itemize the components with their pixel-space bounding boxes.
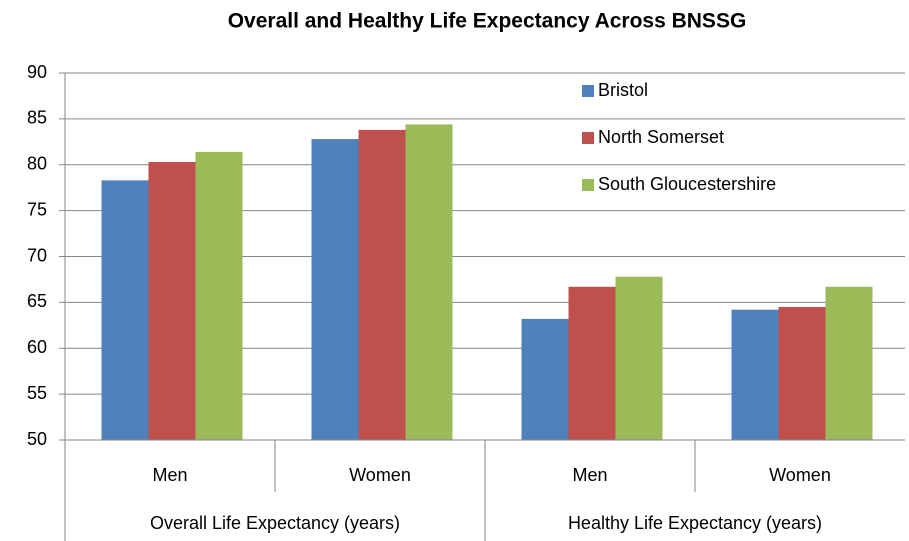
bar	[521, 318, 569, 440]
bar	[615, 276, 663, 440]
y-tick-label: 90	[27, 62, 47, 82]
x-tick-label: Women	[349, 465, 411, 485]
y-tick-label: 65	[27, 291, 47, 311]
legend-swatch	[582, 132, 594, 144]
y-tick-label: 55	[27, 383, 47, 403]
bar	[568, 286, 616, 440]
bar	[358, 129, 406, 440]
y-tick-label: 85	[27, 108, 47, 128]
x-tick-label: Men	[572, 465, 607, 485]
bar	[195, 151, 243, 440]
bar	[101, 180, 149, 440]
bar	[311, 139, 359, 440]
x-tick-label: Men	[152, 465, 187, 485]
chart-title: Overall and Healthy Life Expectancy Acro…	[228, 10, 747, 33]
bar	[778, 306, 826, 440]
legend-label: South Gloucestershire	[598, 174, 776, 194]
bar	[148, 161, 196, 440]
bar	[825, 286, 873, 440]
legend-label: North Somerset	[598, 127, 724, 147]
y-tick-label: 50	[27, 429, 47, 449]
y-tick-label: 70	[27, 245, 47, 265]
x-tick-label: Women	[769, 465, 831, 485]
group-label: Overall Life Expectancy (years)	[150, 513, 400, 533]
legend-label: Bristol	[598, 80, 648, 100]
legend-swatch	[582, 179, 594, 191]
bar	[405, 124, 453, 440]
y-tick-label: 80	[27, 154, 47, 174]
group-label: Healthy Life Expectancy (years)	[568, 513, 822, 533]
y-tick-label: 60	[27, 337, 47, 357]
legend-swatch	[582, 85, 594, 97]
y-tick-label: 75	[27, 199, 47, 219]
bar	[731, 309, 779, 440]
